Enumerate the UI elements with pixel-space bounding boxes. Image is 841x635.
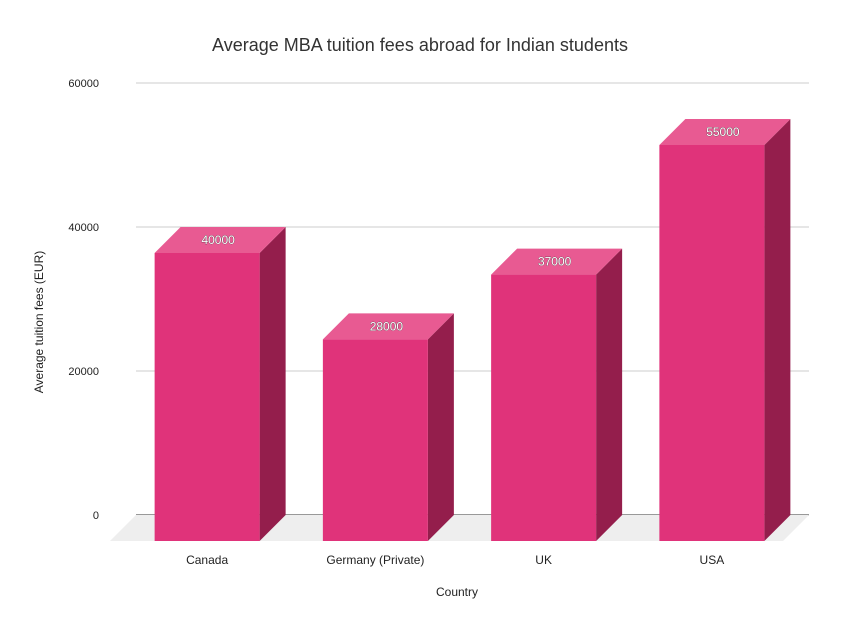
bar: 40000 [154, 227, 286, 541]
bar-front [659, 145, 765, 541]
bar: 37000 [491, 248, 623, 541]
x-tick-label: UK [535, 553, 552, 567]
bar-front [154, 253, 260, 541]
bar-side [596, 248, 623, 541]
x-axis-label: Country [436, 585, 478, 599]
y-tick-label: 60000 [68, 78, 99, 90]
bar-top [491, 248, 623, 275]
data-label: 55000 [706, 125, 740, 139]
y-axis-ticks: 0 20000 40000 60000 [68, 78, 99, 522]
bar-top [659, 119, 791, 145]
bar: 28000 [322, 313, 454, 541]
chart-floor [110, 515, 809, 541]
bar-front [322, 339, 428, 541]
bar-side [259, 227, 286, 541]
bar-side [764, 119, 791, 541]
x-tick-label: Germany (Private) [326, 553, 424, 567]
bar-front [491, 274, 597, 541]
x-tick-label: Canada [186, 553, 228, 567]
chart-title: Average MBA tuition fees abroad for Indi… [212, 35, 628, 55]
bar: 55000 [659, 119, 791, 541]
data-label: 37000 [538, 255, 572, 269]
y-tick-label: 20000 [68, 366, 99, 378]
data-label: 28000 [370, 319, 404, 333]
x-axis-ticks: Canada Germany (Private) UK USA [186, 553, 724, 567]
data-label: 40000 [201, 233, 235, 247]
y-axis-label: Average tuition fees (EUR) [32, 251, 46, 394]
x-tick-label: USA [700, 553, 725, 567]
y-tick-label: 0 [93, 510, 99, 522]
y-tick-label: 40000 [68, 222, 99, 234]
bars: 40000 28000 37000 55000 [154, 119, 791, 541]
bar-side [427, 313, 454, 541]
bar-top [322, 313, 454, 340]
bar-top [154, 227, 286, 253]
